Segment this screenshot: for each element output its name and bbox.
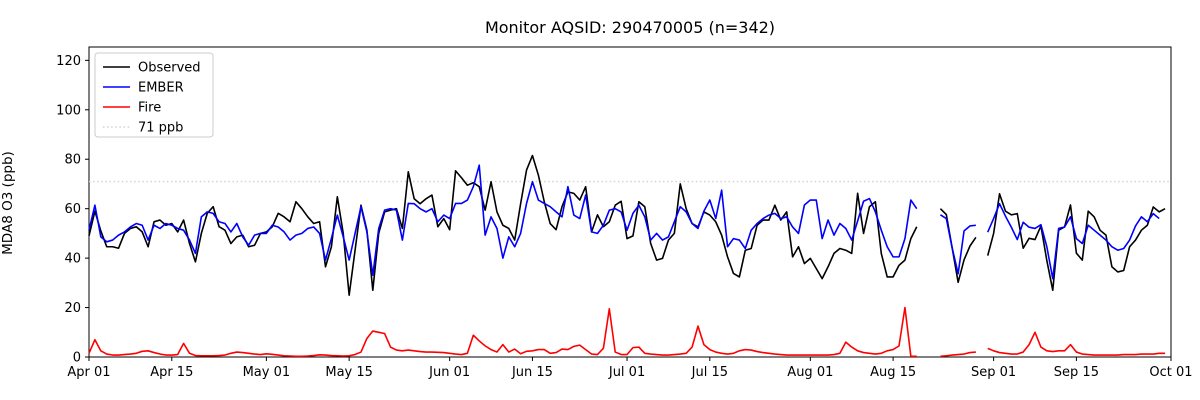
y-tick-label: 80: [64, 153, 81, 168]
observed-line: [88, 154, 1166, 296]
legend-item-fire: Fire: [138, 101, 161, 116]
x-tick-label: May 15: [325, 365, 373, 380]
x-tick-label: Apr 01: [67, 365, 110, 380]
x-tick-label: Aug 01: [787, 365, 833, 380]
x-tick-label: Sep 15: [1054, 365, 1099, 380]
legend-item-ember: EMBER: [138, 81, 184, 96]
x-tick-label: Jul 15: [691, 365, 728, 380]
y-tick-label: 20: [64, 301, 81, 316]
y-axis-label: MDA8 O3 (ppb): [0, 151, 16, 255]
ember-line: [88, 164, 1160, 280]
x-tick-label: May 01: [243, 365, 291, 380]
x-tick-label: Apr 15: [150, 365, 193, 380]
x-tick-label: Jun 01: [428, 365, 470, 380]
legend-item-71-ppb: 71 ppb: [138, 121, 183, 136]
x-tick-label: Jun 15: [511, 365, 553, 380]
y-tick-label: 120: [56, 54, 81, 69]
x-tick-label: Aug 15: [870, 365, 916, 380]
y-tick-label: 60: [64, 202, 81, 217]
legend-item-observed: Observed: [138, 61, 201, 76]
legend-box: [94, 52, 214, 138]
y-tick-label: 100: [56, 103, 81, 118]
chart-title: Monitor AQSID: 290470005 (n=342): [484, 18, 776, 37]
y-tick-label: 40: [64, 252, 81, 267]
x-tick-label: Jul 01: [608, 365, 645, 380]
x-tick-label: Sep 01: [971, 365, 1016, 380]
axes-frame: [88, 46, 1172, 358]
x-tick-label: Oct 01: [1149, 365, 1192, 380]
fire-line: [88, 306, 1166, 358]
y-tick-label: 0: [73, 351, 81, 366]
